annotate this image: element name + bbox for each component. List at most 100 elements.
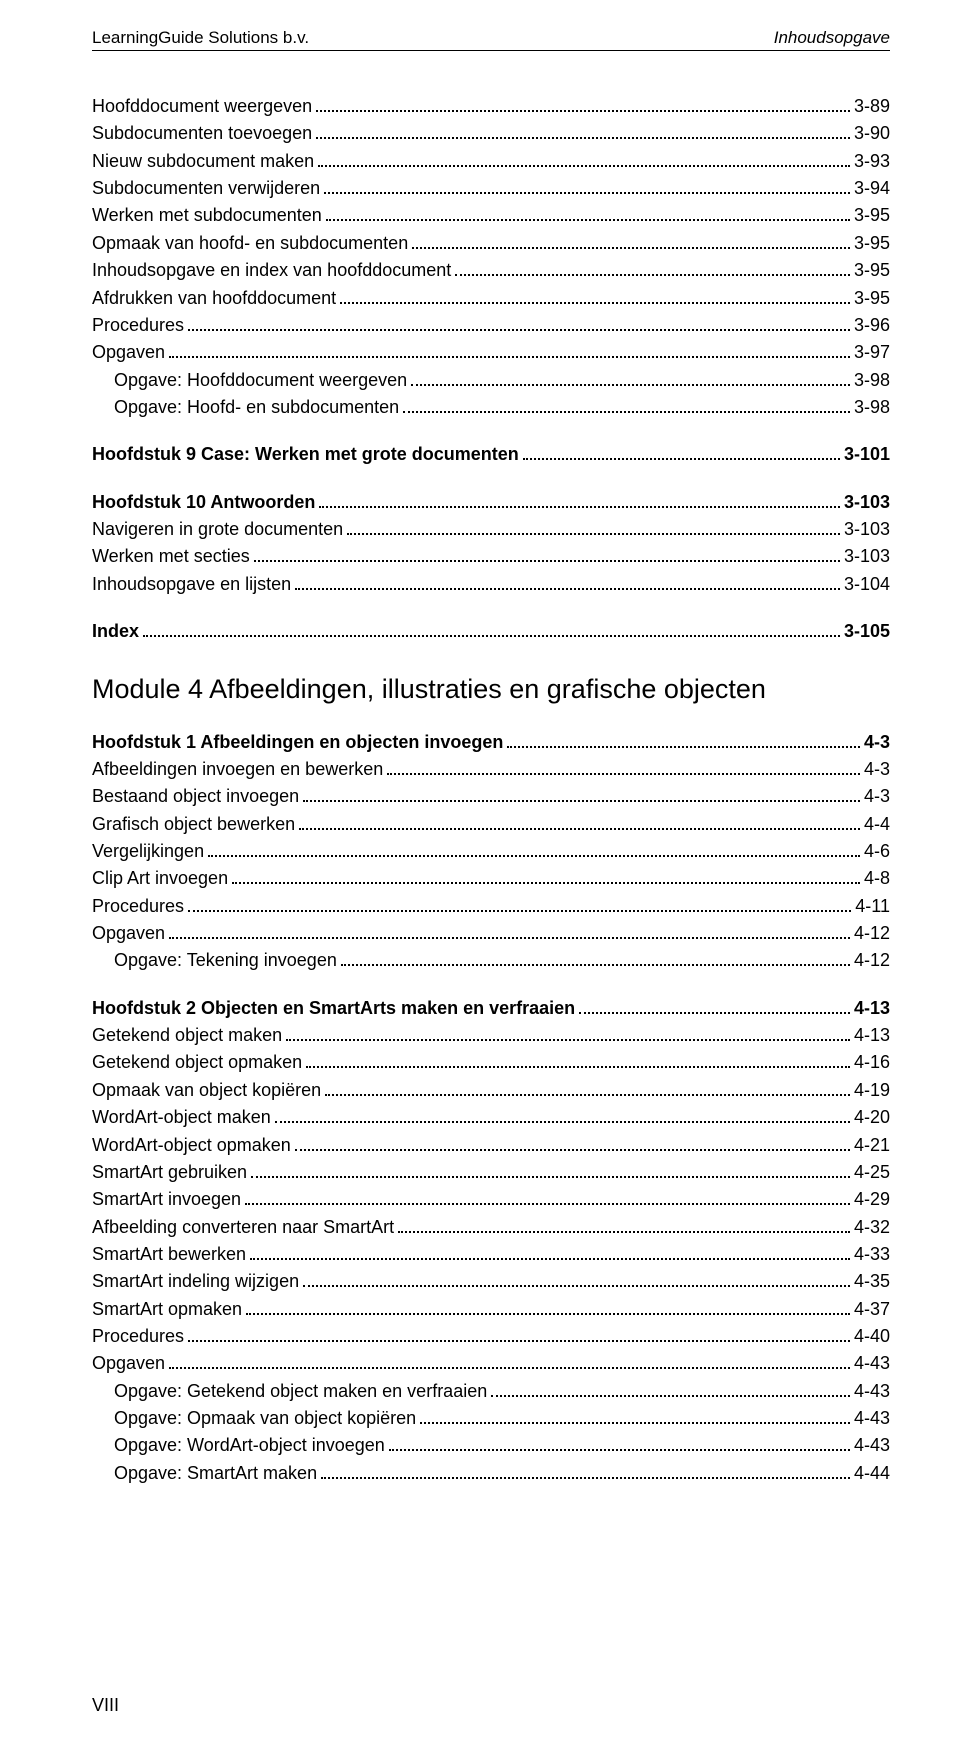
toc-entry-label: Procedures [92,1323,184,1350]
toc-entry-label: Opgaven [92,339,165,366]
toc-leader-dots [326,210,850,222]
toc-entry-page: 3-95 [854,230,890,257]
toc-entry: SmartArt gebruiken4-25 [92,1159,890,1186]
toc-entry: Opgaven4-43 [92,1350,890,1377]
toc-entry-page: 4-3 [864,783,890,810]
document-page: LearningGuide Solutions b.v. Inhoudsopga… [0,0,960,1756]
toc-leader-dots [188,900,851,912]
toc-leader-dots [169,346,850,358]
toc-entry: SmartArt opmaken4-37 [92,1296,890,1323]
toc-entry-page: 4-13 [854,1022,890,1049]
toc-entry-label: Procedures [92,312,184,339]
toc-entry: SmartArt bewerken4-33 [92,1241,890,1268]
toc-leader-dots [420,1412,850,1424]
toc-leader-dots [507,736,860,748]
toc-leader-dots [325,1084,850,1096]
toc-entry-page: 3-103 [844,516,890,543]
toc-entry-page: 4-16 [854,1049,890,1076]
toc-entry: WordArt-object opmaken4-21 [92,1132,890,1159]
toc-entry-page: 3-93 [854,148,890,175]
toc-leader-dots [316,100,850,112]
toc-entry-label: Opgave: Getekend object maken en verfraa… [114,1378,487,1405]
toc-entry-page: 4-44 [854,1460,890,1487]
page-header: LearningGuide Solutions b.v. Inhoudsopga… [92,28,890,51]
toc-entry-label: Inhoudsopgave en lijsten [92,571,291,598]
toc-leader-dots [412,237,850,249]
toc-entry-label: Opmaak van hoofd- en subdocumenten [92,230,408,257]
toc-entry: Procedures4-11 [92,893,890,920]
toc-entry-label: SmartArt invoegen [92,1186,241,1213]
toc-leader-dots [403,401,850,413]
toc-entry-page: 4-3 [864,756,890,783]
toc-entry-page: 3-95 [854,257,890,284]
toc-entry: Hoofdstuk 1 Afbeeldingen en objecten inv… [92,729,890,756]
toc-entry-page: 4-3 [864,729,890,756]
toc-entry-label: Navigeren in grote documenten [92,516,343,543]
toc-entry-page: 4-43 [854,1378,890,1405]
toc-leader-dots [411,374,850,386]
toc-entry: Vergelijkingen4-6 [92,838,890,865]
table-of-contents: Hoofddocument weergeven3-89Subdocumenten… [92,93,890,1487]
toc-entry: Opgave: Getekend object maken en verfraa… [92,1378,890,1405]
toc-leader-dots [254,551,840,563]
toc-entry-label: WordArt-object maken [92,1104,271,1131]
toc-entry: Hoofdstuk 10 Antwoorden3-103 [92,489,890,516]
toc-leader-dots [286,1029,850,1041]
toc-entry-page: 4-25 [854,1159,890,1186]
toc-entry-page: 4-37 [854,1296,890,1323]
toc-entry-page: 4-33 [854,1241,890,1268]
toc-entry: SmartArt invoegen4-29 [92,1186,890,1213]
toc-leader-dots [321,1467,850,1479]
toc-entry-page: 3-104 [844,571,890,598]
toc-entry-page: 4-32 [854,1214,890,1241]
toc-entry: Afdrukken van hoofddocument3-95 [92,285,890,312]
toc-entry-label: WordArt-object opmaken [92,1132,291,1159]
toc-entry-label: Opgave: SmartArt maken [114,1460,317,1487]
toc-entry-label: Procedures [92,893,184,920]
toc-entry-page: 3-96 [854,312,890,339]
toc-entry-label: Inhoudsopgave en index van hoofddocument [92,257,451,284]
toc-entry-label: Subdocumenten verwijderen [92,175,320,202]
toc-leader-dots [232,872,860,884]
toc-leader-dots [295,1139,850,1151]
toc-leader-dots [455,264,850,276]
module-heading: Module 4 Afbeeldingen, illustraties en g… [92,669,890,710]
toc-entry: Procedures 3-96 [92,312,890,339]
toc-entry-page: 3-94 [854,175,890,202]
toc-entry-label: Opgaven [92,1350,165,1377]
toc-entry-label: Index [92,618,139,645]
toc-entry-label: Opgave: Hoofddocument weergeven [114,367,407,394]
toc-leader-dots [208,845,860,857]
toc-entry: Opgaven4-12 [92,920,890,947]
toc-entry: Opgave: Hoofddocument weergeven3-98 [92,367,890,394]
toc-entry-page: 4-12 [854,947,890,974]
toc-leader-dots [341,954,850,966]
toc-leader-dots [299,818,860,830]
toc-entry-page: 4-43 [854,1432,890,1459]
toc-entry-page: 4-19 [854,1077,890,1104]
toc-entry-page: 4-13 [854,995,890,1022]
toc-entry-label: Hoofddocument weergeven [92,93,312,120]
toc-entry: Clip Art invoegen4-8 [92,865,890,892]
toc-leader-dots [387,763,860,775]
toc-entry-label: Bestaand object invoegen [92,783,299,810]
toc-entry-label: Opgave: Opmaak van object kopiëren [114,1405,416,1432]
toc-entry-label: Afbeeldingen invoegen en bewerken [92,756,383,783]
toc-entry: WordArt-object maken 4-20 [92,1104,890,1131]
toc-entry: Opmaak van hoofd- en subdocumenten 3-95 [92,230,890,257]
toc-entry-label: Afdrukken van hoofddocument [92,285,336,312]
toc-entry-page: 3-105 [844,618,890,645]
toc-leader-dots [318,155,850,167]
toc-leader-dots [246,1303,850,1315]
toc-entry: Opgave: Hoofd- en subdocumenten3-98 [92,394,890,421]
toc-leader-dots [169,927,850,939]
toc-entry-page: 3-103 [844,489,890,516]
toc-entry-page: 3-95 [854,202,890,229]
toc-entry: Grafisch object bewerken4-4 [92,811,890,838]
toc-entry-page: 4-20 [854,1104,890,1131]
toc-entry: Opgave: Tekening invoegen4-12 [92,947,890,974]
toc-entry: Subdocumenten toevoegen3-90 [92,120,890,147]
toc-entry-label: Nieuw subdocument maken [92,148,314,175]
toc-entry-page: 3-103 [844,543,890,570]
toc-entry-page: 4-43 [854,1405,890,1432]
